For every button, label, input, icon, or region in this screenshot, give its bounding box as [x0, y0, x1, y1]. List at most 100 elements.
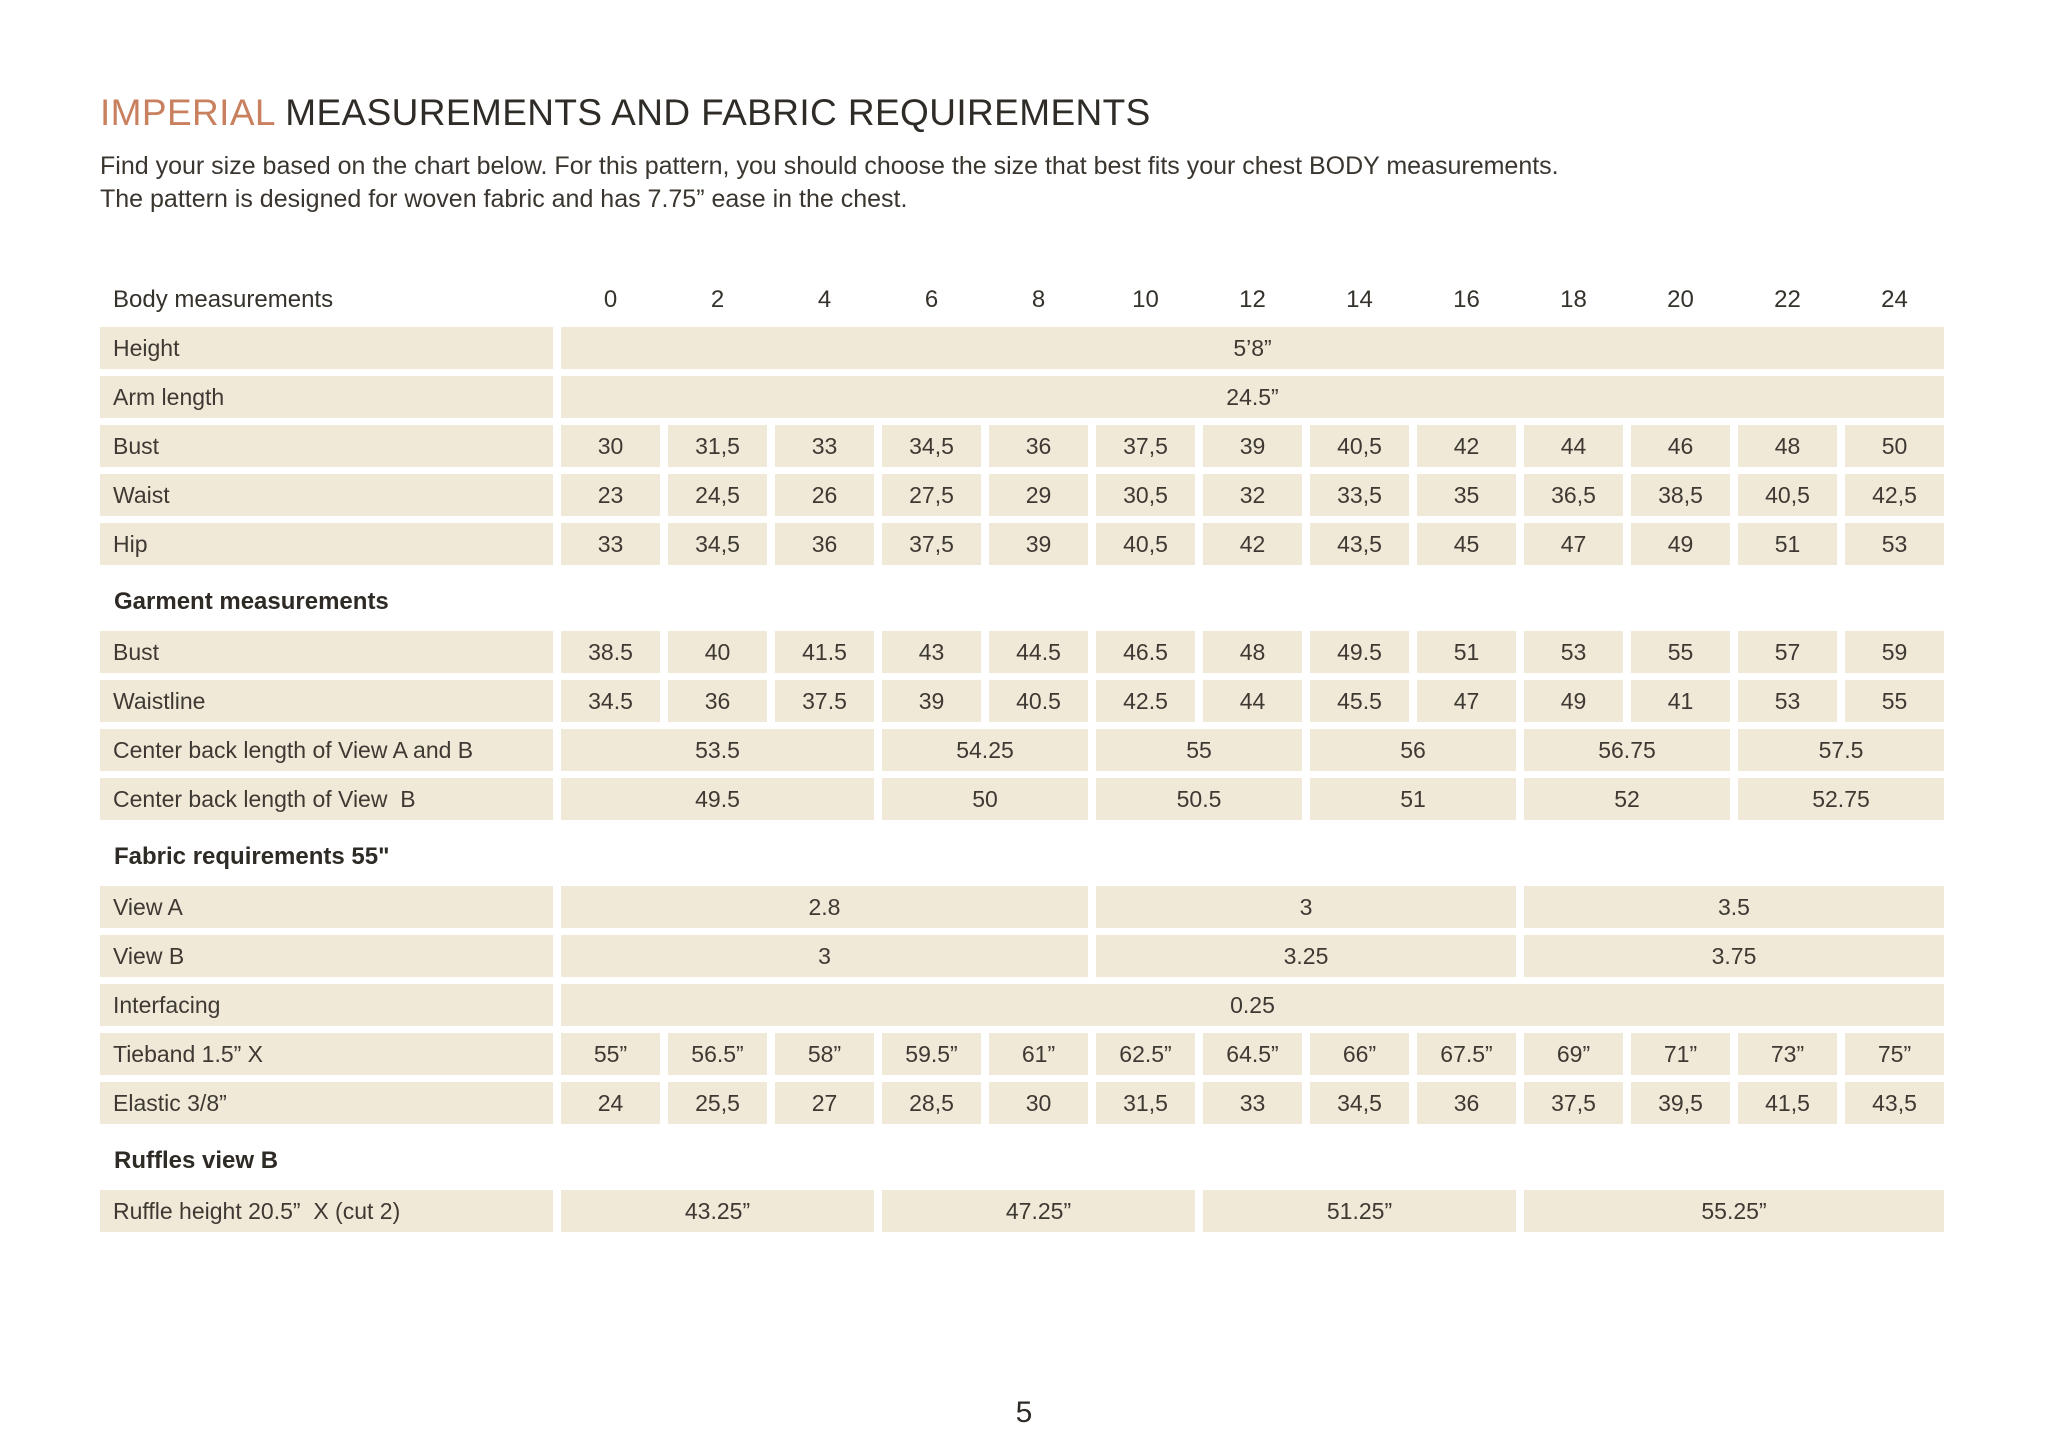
value-cell: 24 [561, 1082, 660, 1124]
value-cell: 46.5 [1096, 631, 1195, 673]
value-cell: 37.5 [775, 680, 874, 722]
value-cell: 59.5” [882, 1033, 981, 1075]
section-header: Garment measurements [100, 579, 1944, 625]
row-label: Interfacing [100, 984, 553, 1026]
table-row: View A 2.8 3 3.5 [100, 886, 1944, 928]
row-label: View B [100, 935, 553, 977]
size-column-header: 14 [1346, 286, 1373, 313]
table-row: Hip 33 34,5 36 37,5 39 40,5 42 43,5 45 47 49 51 53 [100, 523, 1944, 565]
value-cell: 44.5 [989, 631, 1088, 673]
row-label: Arm length [100, 376, 553, 418]
value-cell: 56 [1310, 729, 1516, 771]
value-cell: 37,5 [1096, 425, 1195, 467]
value-cell: 36 [775, 523, 874, 565]
intro-line-1: Find your size based on the chart below.… [100, 152, 1559, 180]
value-cell: 2.8 [561, 886, 1088, 928]
page-title-accent: IMPERIAL [100, 92, 275, 133]
value-cell: 23 [561, 474, 660, 516]
value-cell: 49 [1524, 680, 1623, 722]
page-number: 5 [1015, 1396, 1033, 1429]
value-cell: 39 [1203, 425, 1302, 467]
value-cell: 32 [1203, 474, 1302, 516]
value-cell: 49.5 [1310, 631, 1409, 673]
size-column-header: 16 [1453, 286, 1480, 313]
value-cell: 37,5 [882, 523, 981, 565]
value-cell: 40,5 [1310, 425, 1409, 467]
value-cell: 67.5” [1417, 1033, 1516, 1075]
size-column-header: 8 [1031, 286, 1046, 313]
value-cell: 26 [775, 474, 874, 516]
size-column-header: 18 [1560, 286, 1587, 313]
value-cell: 30 [561, 425, 660, 467]
value-cell: 33 [561, 523, 660, 565]
value-cell: 28,5 [882, 1082, 981, 1124]
value-cell: 5’8” [561, 327, 1944, 369]
section-header: Fabric requirements 55" [100, 834, 1944, 880]
value-cell: 50.5 [1096, 778, 1302, 820]
value-cell: 47 [1524, 523, 1623, 565]
size-column-header: 4 [817, 286, 832, 313]
value-cell: 36 [1417, 1082, 1516, 1124]
value-cell: 48 [1203, 631, 1302, 673]
value-cell: 56.75 [1524, 729, 1730, 771]
value-cell: 42,5 [1845, 474, 1944, 516]
value-cell: 3.75 [1524, 935, 1944, 977]
value-cell: 48 [1738, 425, 1837, 467]
value-cell: 52.75 [1738, 778, 1944, 820]
value-cell: 75” [1845, 1033, 1944, 1075]
value-cell: 24,5 [668, 474, 767, 516]
value-cell: 59 [1845, 631, 1944, 673]
size-column-header: 0 [603, 286, 618, 313]
intro-line-2: The pattern is designed for woven fabric… [100, 185, 908, 213]
value-cell: 36,5 [1524, 474, 1623, 516]
value-cell: 35 [1417, 474, 1516, 516]
value-cell: 42 [1203, 523, 1302, 565]
size-column-header: 6 [924, 286, 939, 313]
value-cell: 57 [1738, 631, 1837, 673]
value-cell: 39 [989, 523, 1088, 565]
value-cell: 43.25” [561, 1190, 874, 1232]
value-cell: 34,5 [668, 523, 767, 565]
value-cell: 44 [1203, 680, 1302, 722]
value-cell: 0.25 [561, 984, 1944, 1026]
value-cell: 39,5 [1631, 1082, 1730, 1124]
table-row: Bust 38.5 40 41.5 43 44.5 46.5 48 49.5 51 53 55 57 59 [100, 631, 1944, 673]
value-cell: 55.25” [1524, 1190, 1944, 1232]
row-label: Ruffle height 20.5” X (cut 2) [100, 1190, 553, 1232]
table-row: Arm length 24.5” [100, 376, 1944, 418]
value-cell: 73” [1738, 1033, 1837, 1075]
value-cell: 49.5 [561, 778, 874, 820]
value-cell: 37,5 [1524, 1082, 1623, 1124]
value-cell: 69” [1524, 1033, 1623, 1075]
value-cell: 33 [775, 425, 874, 467]
value-cell: 24.5” [561, 376, 1944, 418]
value-cell: 51 [1738, 523, 1837, 565]
value-cell: 53 [1845, 523, 1944, 565]
value-cell: 54.25 [882, 729, 1088, 771]
value-cell: 38,5 [1631, 474, 1730, 516]
section-header: Ruffles view B [100, 1138, 1944, 1184]
table-row: Waist 23 24,5 26 27,5 29 30,5 32 33,5 35 36,5 38,5 4… [100, 474, 1944, 516]
value-cell: 41,5 [1738, 1082, 1837, 1124]
value-cell: 50 [882, 778, 1088, 820]
value-cell: 39 [882, 680, 981, 722]
value-cell: 51.25” [1203, 1190, 1516, 1232]
table-row: Tieband 1.5” X 55” 56.5” 58” 59.5” 61” 62.5” 64… [100, 1033, 1944, 1075]
value-cell: 40,5 [1738, 474, 1837, 516]
value-cell: 55 [1096, 729, 1302, 771]
value-cell: 40.5 [989, 680, 1088, 722]
value-cell: 55 [1845, 680, 1944, 722]
size-column-header: 22 [1774, 286, 1801, 313]
row-label: Waistline [100, 680, 553, 722]
row-label: Bust [100, 425, 553, 467]
value-cell: 42 [1417, 425, 1516, 467]
row-label: Waist [100, 474, 553, 516]
value-cell: 71” [1631, 1033, 1730, 1075]
row-label: Tieband 1.5” X [100, 1033, 553, 1075]
table-row: View B 3 3.25 3.75 [100, 935, 1944, 977]
table-row: Center back length of View B 49.5 50 50.5 51… [100, 778, 1944, 820]
value-cell: 25,5 [668, 1082, 767, 1124]
value-cell: 30 [989, 1082, 1088, 1124]
value-cell: 34.5 [561, 680, 660, 722]
